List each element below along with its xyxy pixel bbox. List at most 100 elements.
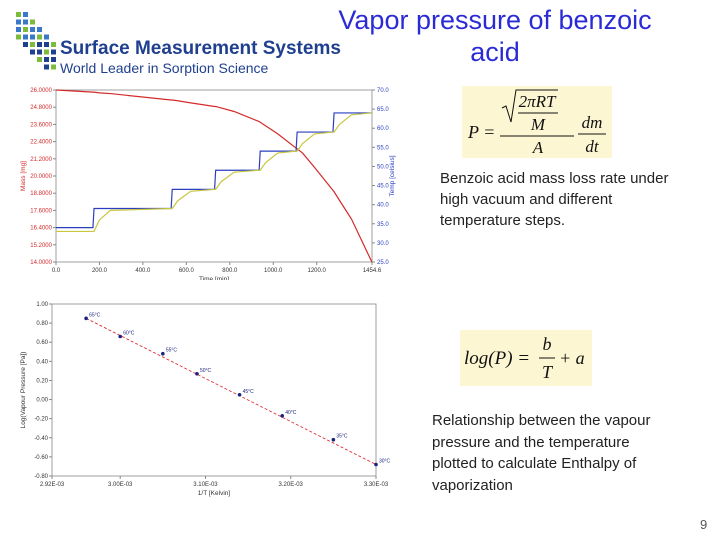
logo-mark bbox=[16, 12, 56, 70]
logo-dot bbox=[44, 49, 49, 55]
logo-dot bbox=[37, 34, 42, 40]
equation-box: log(P) = b T + a bbox=[460, 330, 592, 386]
eq-den: T bbox=[542, 362, 554, 382]
logo-dot bbox=[16, 12, 21, 17]
y2-tick-label: 40.0 bbox=[377, 203, 389, 209]
logo-dot bbox=[44, 64, 49, 70]
x-tick-label: 200.0 bbox=[92, 268, 108, 274]
y-tick-label: 0.20 bbox=[36, 378, 48, 384]
y2-tick-label: 30.0 bbox=[377, 241, 389, 247]
y-tick-label: 0.00 bbox=[36, 398, 48, 404]
logo-dot bbox=[30, 19, 35, 25]
y-axis-label: Log(Vapour Pressure [Pa]) bbox=[20, 352, 27, 429]
series-line bbox=[55, 89, 373, 263]
data-point bbox=[195, 371, 199, 376]
logo-dot bbox=[23, 42, 28, 47]
logo-dot bbox=[30, 42, 35, 47]
eq-rate-den: dt bbox=[585, 137, 600, 156]
logo-dot bbox=[51, 49, 56, 55]
equation-box: P = 2πRT M A dm dt bbox=[462, 86, 612, 158]
y-tick-label: 17.6000 bbox=[30, 208, 52, 214]
y2-tick-label: 35.0 bbox=[377, 222, 389, 228]
y-tick-label: 18.8000 bbox=[30, 191, 52, 197]
data-point bbox=[237, 392, 242, 397]
point-label: 55°C bbox=[166, 348, 178, 354]
y2-tick-label: 45.0 bbox=[377, 184, 389, 190]
y-tick-label: -0.40 bbox=[34, 436, 48, 442]
point-label: 60°C bbox=[123, 330, 135, 336]
y-tick-label: -0.20 bbox=[34, 417, 48, 423]
series-line bbox=[56, 112, 372, 233]
logo-dot bbox=[37, 57, 42, 62]
y-tick-label: 16.4000 bbox=[30, 226, 52, 232]
data-point bbox=[118, 334, 123, 339]
y2-tick-label: 60.0 bbox=[377, 126, 389, 132]
x-axis-label: Time [min] bbox=[199, 276, 229, 280]
y-tick-label: 21.2000 bbox=[30, 157, 52, 163]
y-axis-label: Mass [mg] bbox=[20, 161, 27, 191]
logo-dot bbox=[51, 57, 56, 62]
eq-lhs: P = bbox=[467, 122, 495, 142]
logo-dot bbox=[44, 34, 49, 40]
logo-dot bbox=[23, 27, 28, 32]
logo-dot bbox=[44, 42, 49, 47]
x-tick-label: 600.0 bbox=[179, 268, 195, 274]
point-label: 50°C bbox=[200, 368, 212, 374]
caption: Relationship between the vapour pressure … bbox=[432, 410, 650, 496]
caption-line: high vacuum and different bbox=[440, 191, 613, 208]
plot-area bbox=[55, 89, 373, 263]
y-tick-label: 20.0000 bbox=[30, 174, 52, 180]
logo-dot bbox=[37, 27, 42, 32]
y2-tick-label: 25.0 bbox=[377, 260, 389, 266]
eq-rate-num: dm bbox=[582, 113, 603, 132]
x-tick-label: 1200.0 bbox=[308, 268, 327, 274]
y-tick-label: 0.80 bbox=[36, 321, 48, 327]
caption-line: Benzoic acid mass loss rate under bbox=[440, 170, 669, 187]
logo-dot bbox=[16, 27, 21, 32]
x-tick-label: 1000.0 bbox=[264, 268, 283, 274]
eq-num: b bbox=[543, 334, 552, 354]
logo-name: Surface Measurement Systems bbox=[60, 38, 341, 59]
slide-title: Vapor pressure of benzoic acid bbox=[338, 5, 652, 67]
caption: Benzoic acid mass loss rate under high va… bbox=[440, 168, 668, 231]
logo-dot bbox=[16, 34, 21, 40]
caption-line: vaporization bbox=[432, 476, 513, 494]
caption-line: temperature steps. bbox=[440, 212, 566, 229]
y-tick-label: -0.80 bbox=[34, 474, 48, 480]
logo-dot bbox=[30, 34, 35, 40]
x-tick-label: 3.00E-03 bbox=[108, 482, 133, 488]
point-label: 30°C bbox=[379, 459, 391, 465]
plot-area bbox=[51, 303, 377, 477]
y-tick-label: 22.4000 bbox=[30, 140, 52, 146]
mass-temp-chart: 0.0 200.0 400.0 600.0 800.0 1000.0 1200.0 1454.… bbox=[20, 88, 396, 280]
x-tick-label: 3.30E-03 bbox=[364, 482, 389, 488]
page-number: 9 bbox=[700, 517, 708, 532]
caption-line: plotted to calculate Enthalpy of bbox=[432, 455, 637, 472]
vapour-pressure-chart: 2.92E-03 3.00E-03 3.10E-03 3.20E-03 3.30E-03… bbox=[20, 302, 391, 497]
point-label: 45°C bbox=[243, 389, 255, 395]
y2-tick-label: 55.0 bbox=[377, 145, 389, 151]
trend-line bbox=[85, 317, 377, 465]
data-point bbox=[280, 414, 285, 418]
eq-root-den: M bbox=[530, 115, 546, 134]
y-tick-label: 14.0000 bbox=[30, 260, 52, 266]
x-tick-label: 800.0 bbox=[222, 268, 238, 274]
x-tick-label: 1454.6 bbox=[363, 268, 382, 274]
y-tick-label: 26.0000 bbox=[30, 88, 52, 94]
eq-lhs: log(P) = bbox=[464, 348, 530, 369]
logo-dot bbox=[30, 27, 35, 32]
x-tick-label: 3.20E-03 bbox=[279, 482, 304, 488]
x-tick-label: 2.92E-03 bbox=[40, 482, 65, 488]
point-label: 35°C bbox=[336, 434, 348, 440]
y2-tick-label: 65.0 bbox=[377, 107, 389, 113]
logo-dot bbox=[23, 19, 28, 25]
y-tick-label: 23.6000 bbox=[30, 122, 52, 128]
y2-tick-label: 50.0 bbox=[377, 164, 389, 170]
eq-tail: + a bbox=[559, 348, 585, 368]
point-label: 65°C bbox=[89, 312, 101, 318]
logo-dot bbox=[37, 42, 42, 47]
x-tick-label: 3.10E-03 bbox=[193, 482, 218, 488]
data-point bbox=[331, 437, 336, 442]
x-tick-label: 400.0 bbox=[135, 268, 151, 274]
